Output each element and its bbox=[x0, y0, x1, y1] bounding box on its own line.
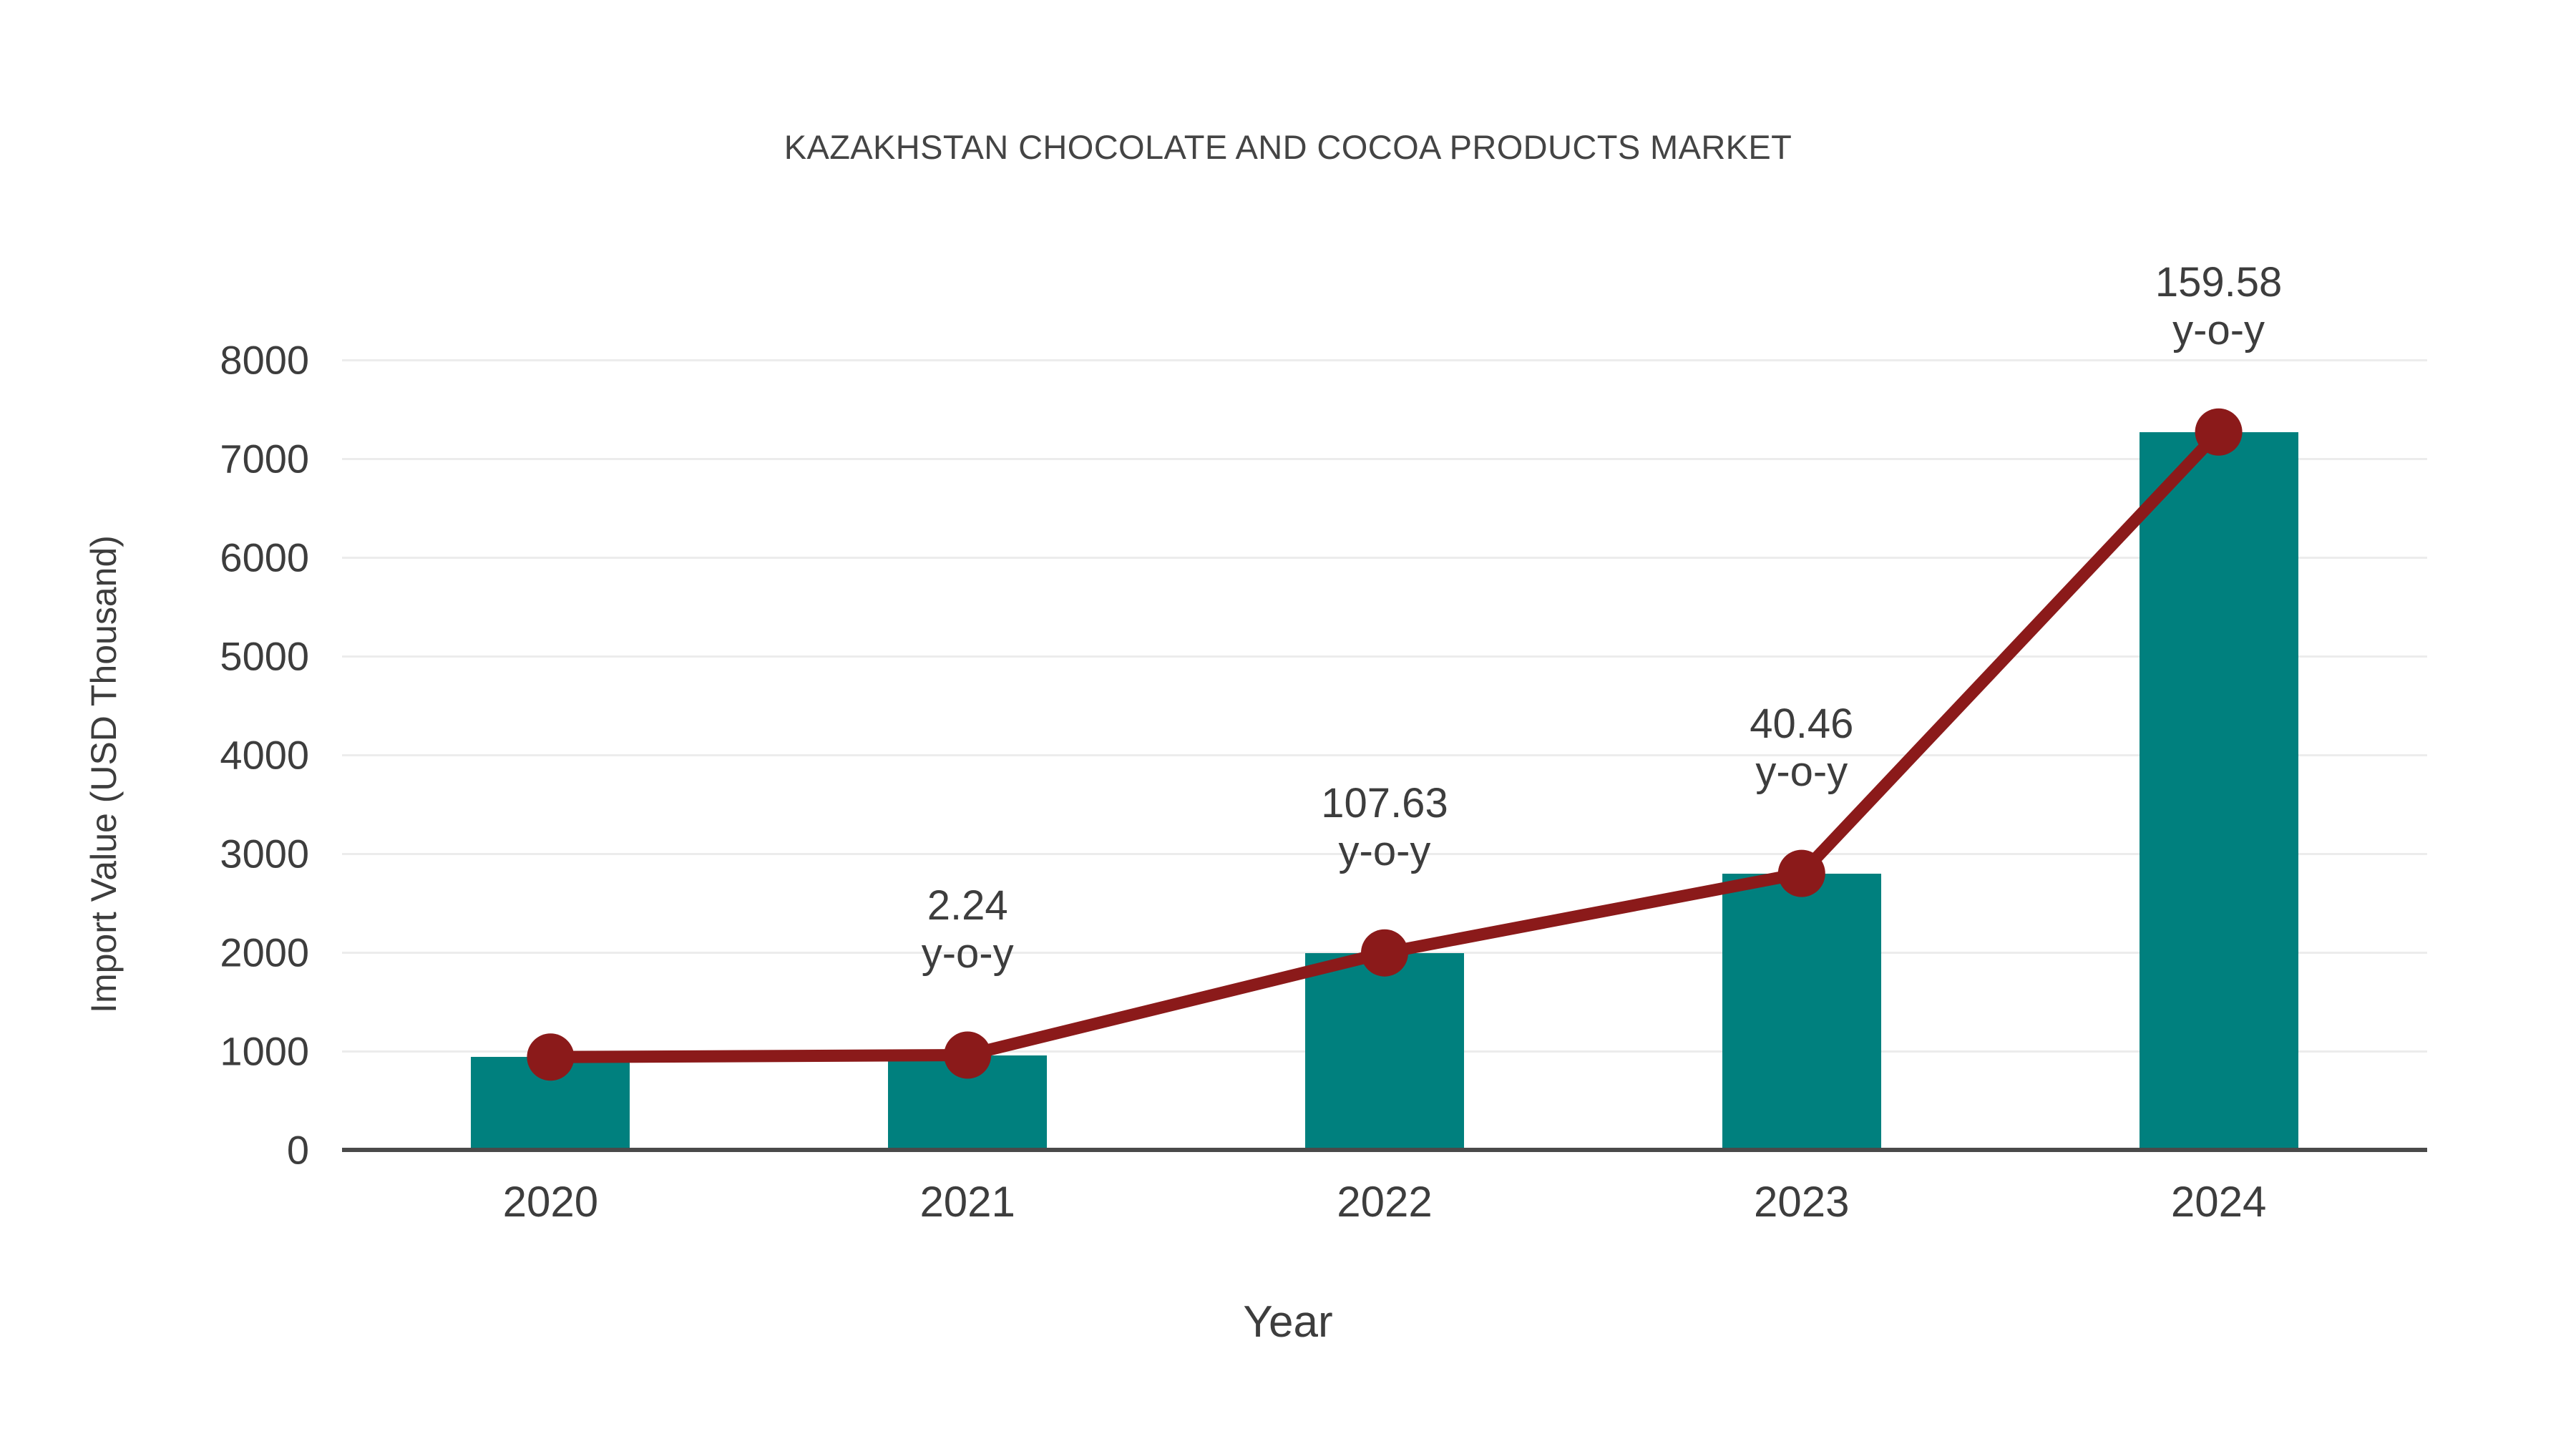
x-axis-tick-label: 2021 bbox=[919, 1178, 1015, 1226]
data-label-unit: y-o-y bbox=[921, 930, 1014, 977]
data-label: 159.58 y-o-y bbox=[2019, 258, 2419, 355]
x-axis-title: Year bbox=[1243, 1297, 1333, 1347]
y-axis-tick-label: 3000 bbox=[220, 831, 309, 877]
y-axis-tick-label: 0 bbox=[286, 1127, 309, 1173]
gridline bbox=[342, 359, 2427, 361]
y-axis-tick-label: 2000 bbox=[220, 930, 309, 975]
data-label: 107.63 y-o-y bbox=[1184, 779, 1585, 876]
bar[interactable] bbox=[1305, 952, 1464, 1150]
x-axis-tick-label: 2023 bbox=[1754, 1178, 1850, 1226]
bar[interactable] bbox=[471, 1057, 630, 1150]
y-axis-tick-label: 5000 bbox=[220, 633, 309, 679]
x-axis-tick-label: 2022 bbox=[1337, 1178, 1433, 1226]
x-axis-tick-label: 2024 bbox=[2170, 1178, 2267, 1226]
data-label: 2.24 y-o-y bbox=[767, 882, 1168, 978]
y-axis-tick-label: 7000 bbox=[220, 436, 309, 482]
plot-area bbox=[342, 360, 2427, 1150]
y-axis-tick-label: 1000 bbox=[220, 1028, 309, 1074]
data-label-value: 40.46 bbox=[1750, 700, 1854, 747]
data-label-unit: y-o-y bbox=[1755, 748, 1848, 795]
data-label-value: 107.63 bbox=[1321, 779, 1448, 826]
bar[interactable] bbox=[888, 1055, 1048, 1150]
data-label-value: 2.24 bbox=[927, 882, 1008, 929]
x-axis-line bbox=[342, 1148, 2427, 1152]
x-axis-tick-label: 2020 bbox=[502, 1178, 599, 1226]
data-label: 40.46 y-o-y bbox=[1601, 700, 2002, 796]
bar[interactable] bbox=[1722, 873, 1881, 1150]
y-axis-tick-label: 8000 bbox=[220, 337, 309, 383]
data-label-unit: y-o-y bbox=[2172, 307, 2265, 353]
bar[interactable] bbox=[2139, 431, 2298, 1150]
y-axis-tick-label: 4000 bbox=[220, 732, 309, 778]
data-label-unit: y-o-y bbox=[1338, 827, 1431, 874]
chart-title: KAZAKHSTAN CHOCOLATE AND COCOA PRODUCTS … bbox=[784, 128, 1792, 166]
y-axis-tick-label: 6000 bbox=[220, 535, 309, 580]
data-label-value: 159.58 bbox=[2155, 258, 2283, 306]
